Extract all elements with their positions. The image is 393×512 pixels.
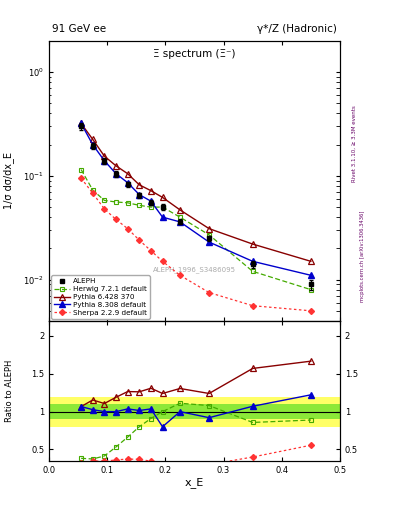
- Legend: ALEPH, Herwig 7.2.1 default, Pythia 6.428 370, Pythia 8.308 default, Sherpa 2.2.: ALEPH, Herwig 7.2.1 default, Pythia 6.42…: [51, 275, 150, 318]
- Bar: [49, 396, 238, 427]
- Text: ALEPH_1996_S3486095: ALEPH_1996_S3486095: [153, 267, 236, 273]
- Bar: [238, 396, 340, 427]
- Y-axis label: 1/σ dσ/dx_E: 1/σ dσ/dx_E: [3, 153, 14, 209]
- Text: 91 GeV ee: 91 GeV ee: [52, 24, 106, 34]
- Text: Rivet 3.1.10, ≥ 3.3M events: Rivet 3.1.10, ≥ 3.3M events: [352, 105, 357, 182]
- Bar: [238, 404, 340, 419]
- Text: γ*/Z (Hadronic): γ*/Z (Hadronic): [257, 24, 337, 34]
- Text: Ξ spectrum (Ξ⁻): Ξ spectrum (Ξ⁻): [153, 49, 236, 59]
- Bar: [49, 404, 238, 419]
- Text: mcplots.cern.ch [arXiv:1306.3436]: mcplots.cern.ch [arXiv:1306.3436]: [360, 210, 365, 302]
- X-axis label: x_E: x_E: [185, 477, 204, 488]
- Y-axis label: Ratio to ALEPH: Ratio to ALEPH: [5, 359, 14, 422]
